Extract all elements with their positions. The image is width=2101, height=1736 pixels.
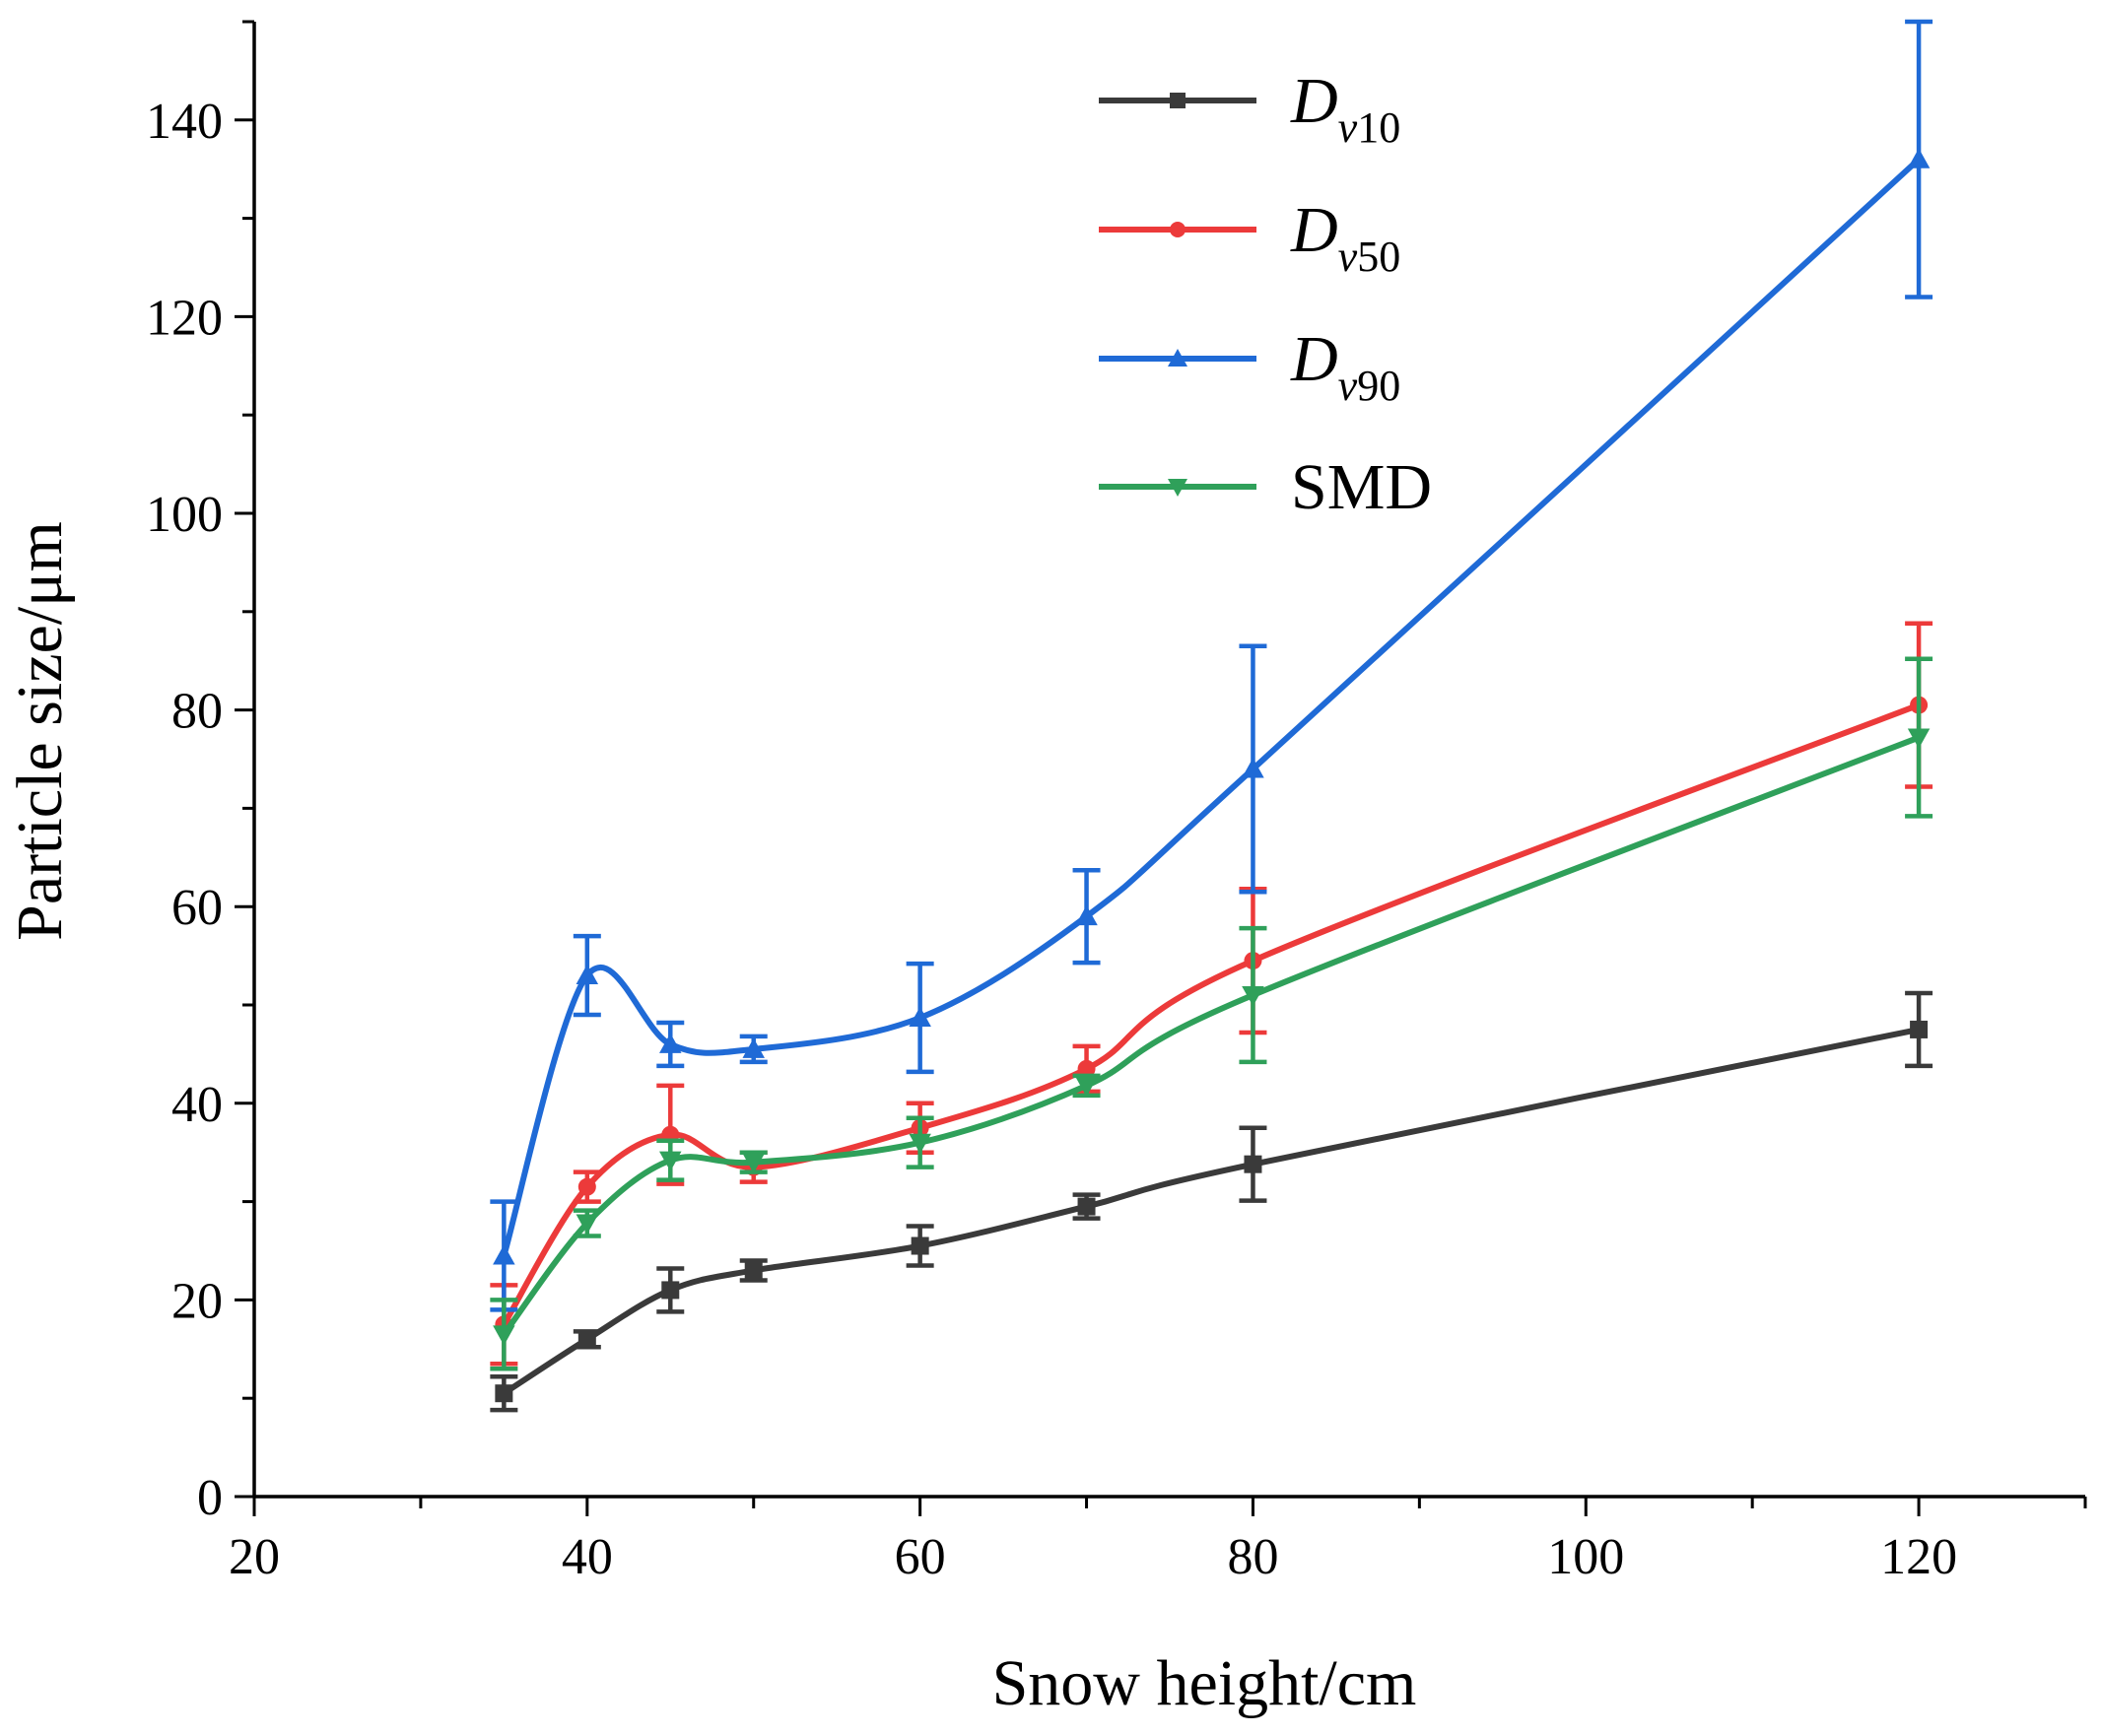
data-point-smd xyxy=(493,1325,515,1346)
legend: Dv10 Dv50 Dv90 SMD xyxy=(1099,65,1432,523)
x-tick-label: 40 xyxy=(562,1529,613,1585)
data-point-dv10 xyxy=(911,1236,929,1255)
legend-marker-smd xyxy=(1168,479,1187,497)
data-point-dv90 xyxy=(742,1037,765,1058)
series-dv10 xyxy=(490,990,1933,1413)
data-point-smd xyxy=(1075,1076,1098,1098)
series-smd xyxy=(490,656,1933,1371)
legend-label-dv90: Dv90 xyxy=(1290,323,1400,410)
data-point-dv10 xyxy=(1910,1020,1929,1038)
data-point-dv10 xyxy=(1244,1155,1262,1173)
data-point-dv10 xyxy=(495,1384,513,1403)
x-tick-label: 20 xyxy=(229,1529,280,1585)
legend-marker-dv10 xyxy=(1170,93,1186,108)
x-tick-label: 120 xyxy=(1880,1529,1957,1585)
data-point-dv10 xyxy=(744,1261,763,1280)
y-tick-label: 120 xyxy=(146,290,223,346)
y-tick-label: 40 xyxy=(171,1077,223,1133)
x-axis-title: Snow height/cm xyxy=(992,1647,1417,1719)
series-dv90 xyxy=(490,19,1933,1312)
x-tick-label: 80 xyxy=(1227,1529,1278,1585)
plot-area xyxy=(490,19,1933,1413)
legend-label-smd: SMD xyxy=(1291,451,1432,523)
series-line-dv50 xyxy=(501,701,1921,1326)
data-point-dv90 xyxy=(493,1244,515,1265)
legend-label-dv50: Dv50 xyxy=(1290,194,1400,281)
data-point-smd xyxy=(659,1151,682,1171)
y-tick-label: 80 xyxy=(171,684,223,740)
data-point-dv10 xyxy=(1077,1197,1096,1216)
legend-label-dv10: Dv10 xyxy=(1290,65,1400,152)
data-point-dv90 xyxy=(1075,904,1098,926)
data-point-dv90 xyxy=(659,1033,682,1053)
data-point-smd xyxy=(909,1133,931,1154)
x-tick-label: 100 xyxy=(1547,1529,1624,1585)
data-point-dv90 xyxy=(576,964,599,985)
data-point-dv10 xyxy=(577,1330,596,1349)
data-point-dv50 xyxy=(577,1177,596,1196)
y-axis-title: Particle size/μm xyxy=(4,521,76,941)
data-point-smd xyxy=(742,1153,765,1173)
x-tick-label: 60 xyxy=(895,1529,946,1585)
y-tick-label: 0 xyxy=(197,1470,223,1526)
data-point-dv10 xyxy=(661,1281,680,1300)
series-line-dv10 xyxy=(502,1027,1920,1396)
data-point-smd xyxy=(1907,728,1931,749)
y-tick-label: 60 xyxy=(171,880,223,936)
data-point-dv50 xyxy=(1077,1059,1096,1078)
data-point-dv90 xyxy=(1907,148,1931,168)
data-point-dv90 xyxy=(909,1006,931,1027)
data-point-smd xyxy=(576,1214,599,1235)
data-point-dv90 xyxy=(1242,758,1264,778)
y-tick-label: 140 xyxy=(146,94,223,150)
y-tick-label: 20 xyxy=(171,1273,223,1329)
series-line-dv90 xyxy=(501,157,1922,1257)
legend-marker-dv90 xyxy=(1168,349,1187,367)
legend-marker-dv50 xyxy=(1170,222,1186,237)
y-tick-label: 100 xyxy=(146,487,223,543)
series-line-smd xyxy=(501,734,1921,1337)
data-point-smd xyxy=(1242,986,1264,1007)
